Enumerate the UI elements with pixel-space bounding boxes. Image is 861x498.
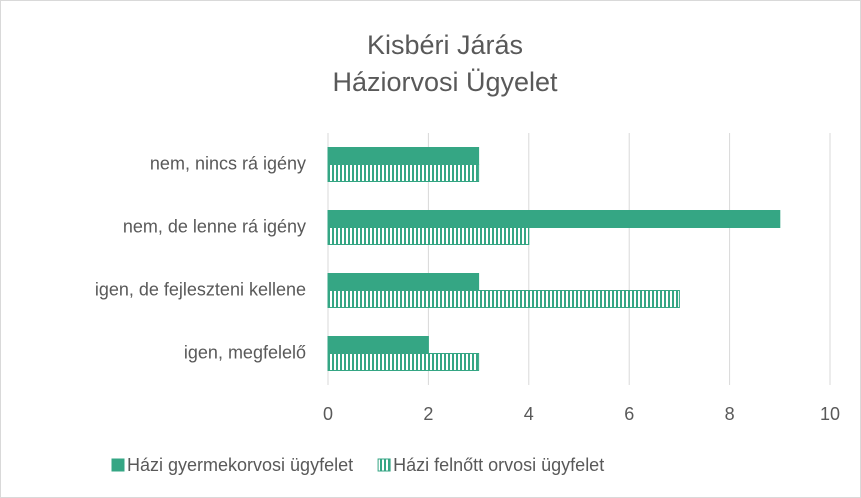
legend-label: Házi felnőtt orvosi ügyfelet — [393, 455, 604, 475]
x-tick-label: 4 — [524, 404, 534, 424]
x-tick-label: 2 — [423, 404, 433, 424]
bar — [327, 290, 680, 308]
chart-title: Háziorvosi Ügyelet — [332, 67, 558, 97]
legend-swatch — [111, 458, 125, 472]
bar — [327, 164, 480, 182]
legend-swatch — [377, 458, 391, 472]
x-tick-label: 0 — [323, 404, 333, 424]
bar — [327, 210, 781, 228]
x-tick-label: 10 — [820, 404, 840, 424]
chart-title: Kisbéri Járás — [367, 30, 523, 60]
bar — [327, 336, 429, 354]
x-tick-label: 8 — [725, 404, 735, 424]
bar — [327, 227, 530, 245]
y-tick-label: nem, nincs rá igény — [150, 153, 306, 173]
x-tick-label: 6 — [624, 404, 634, 424]
y-tick-label: igen, de fejleszteni kellene — [95, 279, 306, 299]
legend-label: Házi gyermekorvosi ügyfelet — [127, 455, 353, 475]
bar — [327, 273, 480, 291]
y-tick-label: igen, megfelelő — [184, 342, 306, 362]
bar — [327, 353, 480, 371]
bar — [327, 147, 480, 165]
y-tick-label: nem, de lenne rá igény — [123, 216, 306, 236]
